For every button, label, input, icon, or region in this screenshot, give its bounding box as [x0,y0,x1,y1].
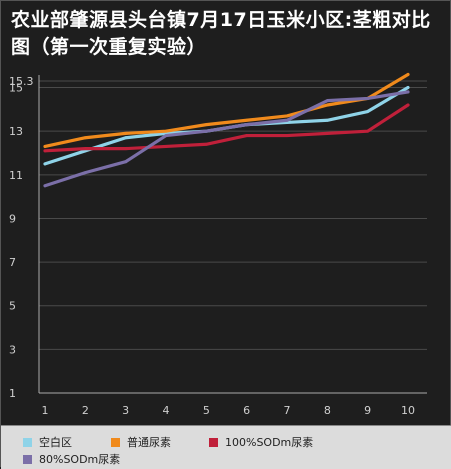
y-tick-label: 5 [9,300,16,313]
data-point-s1-9 [406,73,410,76]
data-point-s3-7 [325,99,329,103]
legend-item: 普通尿素 [111,434,171,450]
data-point-s2-8 [366,129,370,133]
data-point-s2-1 [83,147,87,151]
legend: 空白区 普通尿素 100%SODm尿素 80%SODm尿素 [1,425,451,469]
data-point-s2-4 [204,142,208,146]
x-tick-label: 2 [82,404,89,417]
legend-swatch [23,437,32,447]
legend-item: 空白区 [23,434,72,450]
chart-title: 农业部肇源县头台镇7月17日玉米小区:茎粗对比图（第一次重复实验） [11,9,431,58]
x-tick-label: 4 [163,404,170,417]
x-tick-label: 10 [401,404,415,417]
legend-label: 100%SODm尿素 [225,436,314,449]
y-tick-label: 3 [9,343,16,356]
data-point-s3-2 [124,160,128,164]
data-point-s1-5 [245,118,249,122]
data-point-s3-8 [366,97,370,100]
data-point-s0-7 [325,118,329,122]
series-line-2 [43,103,410,153]
legend-swatch [209,437,218,447]
y-tick-label: 7 [9,256,16,269]
data-point-s2-5 [245,134,249,137]
data-point-s1-1 [83,136,87,140]
y-tick-label: 15.3 [9,75,34,88]
data-point-s1-7 [325,103,329,107]
series-lines [43,72,410,188]
data-point-s3-6 [285,118,289,122]
legend-label: 普通尿素 [127,436,171,449]
data-point-s2-6 [285,134,289,137]
axes [38,75,427,394]
legend-item: 80%SODm尿素 [23,451,120,467]
x-tick-label: 3 [122,404,129,417]
data-point-s3-1 [83,171,87,175]
data-point-s3-3 [164,134,168,137]
data-point-s2-0 [43,149,47,153]
data-point-s2-3 [164,145,168,148]
series-line-1 [43,72,410,149]
data-point-s3-4 [204,129,208,133]
data-point-s1-4 [204,123,208,127]
series-line-3 [43,90,410,188]
y-tick-label: 9 [9,212,16,225]
y-tick-label: 15 [9,82,23,95]
data-point-s1-0 [43,145,47,148]
legend-label: 空白区 [39,436,72,449]
x-tick-label: 5 [203,404,210,417]
data-point-s0-2 [124,136,128,140]
y-tick-label: 13 [9,125,23,138]
data-point-s3-5 [245,123,249,127]
legend-item: 100%SODm尿素 [209,434,313,450]
data-point-s0-0 [43,162,47,166]
y-tick-label: 11 [9,169,23,182]
data-point-s3-0 [43,184,47,188]
data-point-s2-2 [124,147,128,151]
y-tick-label: 1 [9,387,16,400]
data-point-s2-7 [325,131,329,135]
data-point-s0-9 [406,86,410,89]
data-point-s1-2 [124,131,128,135]
x-tick-label: 7 [284,404,291,417]
legend-swatch [23,454,32,464]
data-point-s3-9 [406,90,410,94]
data-point-s0-8 [366,110,370,113]
x-tick-label: 8 [324,404,331,417]
x-tick-label: 9 [364,404,371,417]
x-tick-label: 1 [42,404,49,417]
data-point-s1-6 [285,114,289,118]
legend-label: 80%SODm尿素 [39,453,121,466]
x-tick-label: 6 [243,404,250,417]
data-point-s1-3 [164,129,168,133]
data-point-s2-9 [406,103,410,107]
legend-swatch [111,437,120,447]
